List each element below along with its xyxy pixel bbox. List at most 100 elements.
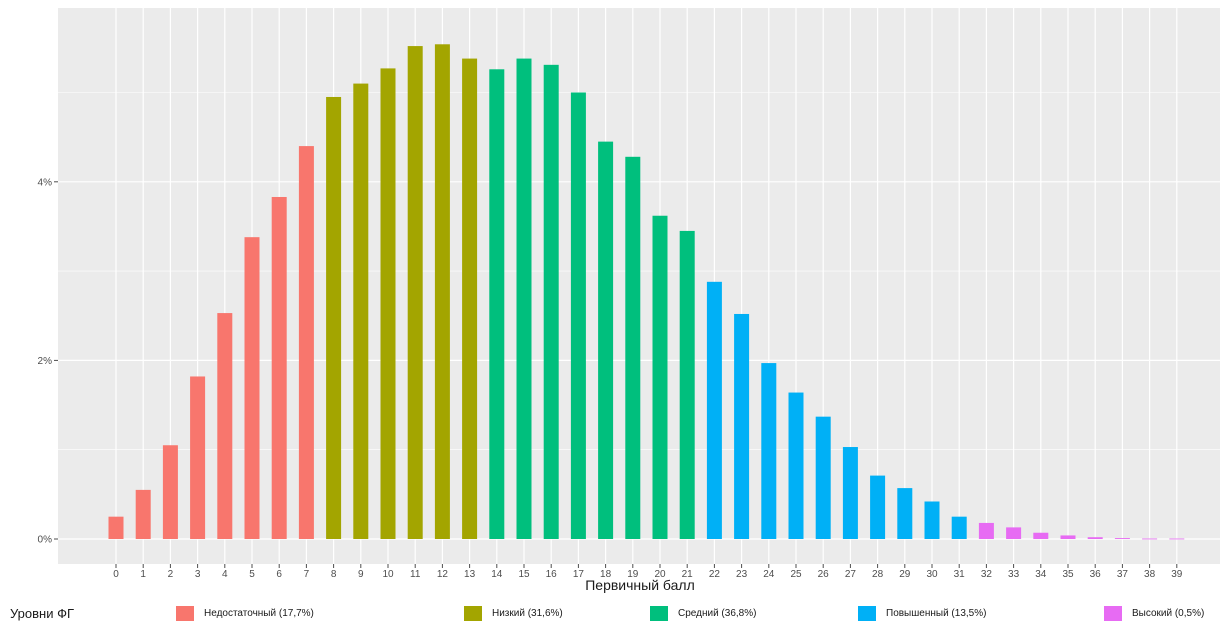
bar-6 [271, 196, 287, 539]
x-tick-label-5: 5 [249, 569, 255, 580]
bar-39 [1169, 538, 1185, 540]
bar-chart: 0%2%4% 0 1 2 3 4 5 6 7 8 9 10 11 12 13 14 15 16 17 18 19 20 2… [38, 8, 1220, 593]
bar-0 [108, 516, 124, 539]
bar-1 [135, 489, 151, 539]
x-tick-label-33: 33 [1008, 569, 1020, 580]
x-axis: 0 1 2 3 4 5 6 7 8 9 10 11 12 13 14 15 16 17 18 19 20 21 22 23 24… [113, 564, 1183, 580]
bar-7 [298, 146, 314, 540]
bar-18 [598, 141, 614, 539]
legend-swatch-3 [858, 605, 876, 621]
bar-14 [489, 69, 505, 539]
bar-36 [1087, 537, 1103, 539]
x-tick-label-23: 23 [736, 569, 748, 580]
legend-label-4: Высокий (0,5%) [1132, 607, 1205, 619]
bar-13 [462, 58, 478, 539]
x-tick-label-16: 16 [546, 569, 558, 580]
bar-16 [543, 64, 559, 539]
x-tick-label-29: 29 [899, 569, 911, 580]
bar-24 [761, 363, 777, 539]
x-tick-label-3: 3 [195, 569, 201, 580]
bar-27 [842, 447, 858, 539]
x-tick-label-34: 34 [1035, 569, 1047, 580]
x-tick-label-28: 28 [872, 569, 884, 580]
x-tick-label-39: 39 [1171, 569, 1183, 580]
bar-31 [951, 516, 967, 539]
x-tick-label-25: 25 [790, 569, 802, 580]
bar-8 [326, 96, 342, 539]
legend-label-2: Средний (36,8%) [678, 607, 757, 619]
bar-21 [679, 230, 695, 539]
x-tick-label-37: 37 [1117, 569, 1129, 580]
legend-swatch-4 [1104, 605, 1122, 621]
legend-item-1: Низкий (31,6%) [464, 604, 563, 622]
bar-38 [1142, 538, 1158, 540]
legend-item-3: Повышенный (13,5%) [858, 604, 986, 622]
x-tick-label-8: 8 [331, 569, 337, 580]
x-tick-label-35: 35 [1062, 569, 1074, 580]
x-tick-label-12: 12 [437, 569, 449, 580]
bar-10 [380, 68, 396, 539]
legend-swatch-0 [176, 605, 194, 621]
x-tick-label-36: 36 [1090, 569, 1102, 580]
bar-28 [870, 475, 886, 539]
legend: Уровни ФГ Недостаточный (17,7%) Низкий (… [0, 600, 1228, 627]
bar-3 [190, 376, 206, 539]
x-tick-label-17: 17 [573, 569, 585, 580]
legend-item-2: Средний (36,8%) [650, 604, 756, 622]
x-tick-label-30: 30 [926, 569, 938, 580]
legend-item-4: Высокий (0,5%) [1104, 604, 1204, 622]
bar-26 [815, 416, 831, 539]
legend-label-0: Недостаточный (17,7%) [204, 607, 314, 619]
x-tick-label-18: 18 [600, 569, 612, 580]
bars [108, 44, 1185, 540]
x-tick-label-21: 21 [682, 569, 694, 580]
bar-9 [353, 83, 369, 539]
bar-5 [244, 237, 260, 539]
bar-2 [162, 445, 178, 539]
y-axis: 0% 2% 4% [38, 177, 58, 546]
bar-30 [924, 501, 940, 539]
x-tick-label-32: 32 [981, 569, 993, 580]
x-tick-label-26: 26 [818, 569, 830, 580]
legend-label-3: Повышенный (13,5%) [886, 607, 987, 619]
bar-34 [1033, 532, 1049, 539]
bar-33 [1006, 527, 1022, 539]
x-tick-label-24: 24 [763, 569, 775, 580]
x-tick-label-9: 9 [358, 569, 364, 580]
x-tick-label-0: 0 [113, 569, 119, 580]
x-tick-label-13: 13 [464, 569, 476, 580]
x-tick-label-1: 1 [140, 569, 146, 580]
x-tick-label-6: 6 [276, 569, 282, 580]
bar-29 [897, 488, 913, 539]
legend-swatch-1 [464, 605, 482, 621]
x-tick-label-20: 20 [654, 569, 666, 580]
bar-17 [570, 92, 586, 539]
bar-20 [652, 215, 668, 539]
y-tick-label: 2% [38, 356, 53, 367]
x-tick-label-31: 31 [954, 569, 966, 580]
bar-15 [516, 58, 532, 539]
legend-title: Уровни ФГ [10, 606, 75, 621]
bar-35 [1060, 535, 1076, 539]
x-tick-label-27: 27 [845, 569, 857, 580]
x-tick-label-22: 22 [709, 569, 721, 580]
x-tick-label-15: 15 [518, 569, 530, 580]
bar-37 [1114, 538, 1130, 539]
x-tick-label-2: 2 [168, 569, 174, 580]
bar-22 [706, 281, 722, 539]
x-tick-label-4: 4 [222, 569, 228, 580]
bar-11 [407, 46, 423, 540]
bar-12 [434, 44, 450, 539]
x-tick-label-14: 14 [491, 569, 503, 580]
x-tick-label-10: 10 [382, 569, 394, 580]
bar-23 [734, 313, 750, 539]
bar-32 [978, 522, 994, 539]
legend-swatch-2 [650, 605, 668, 621]
x-axis-label: Первичный балл [585, 577, 695, 593]
y-tick-label: 4% [38, 177, 53, 188]
x-tick-label-7: 7 [304, 569, 310, 580]
y-tick-label: 0% [38, 535, 53, 546]
x-tick-label-11: 11 [410, 569, 421, 580]
bar-19 [625, 156, 641, 539]
x-tick-label-38: 38 [1144, 569, 1156, 580]
